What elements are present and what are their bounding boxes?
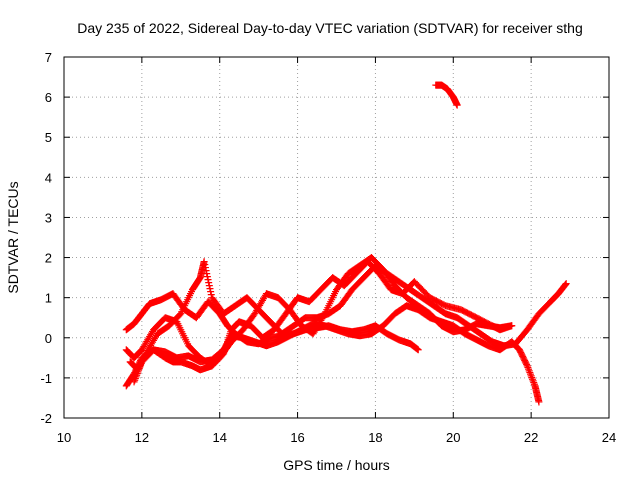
data-point [530,379,538,387]
data-point [133,371,141,379]
series-track-f [432,81,461,109]
data-point [201,264,209,272]
x-tick-label: 22 [524,430,538,445]
data-point [528,374,536,382]
data-point [135,366,143,374]
data-point [562,280,570,288]
y-tick-label: 1 [45,291,52,306]
data-point [134,368,142,376]
data-point [529,377,537,385]
data-point [523,361,531,369]
data-point [203,273,211,281]
data-point [135,365,143,373]
x-axis-label: GPS time / hours [283,457,390,473]
y-axis: -2 -1 0 1 2 3 4 5 6 7 [40,50,609,426]
x-tick-label: 16 [290,430,304,445]
y-tick-label: -2 [40,411,52,426]
x-tick-label: 14 [212,430,226,445]
data-point [525,365,533,373]
series-track-d [126,258,570,374]
plot-frame [63,56,610,419]
y-tick-label: 4 [45,170,52,185]
data-point [201,261,209,269]
x-axis: 10 12 14 16 18 20 22 24 [57,57,616,445]
data-point [523,362,531,370]
data-point [131,375,139,383]
data-point [205,282,213,290]
y-tick-label: 6 [45,90,52,105]
data-point [508,322,516,330]
y-tick-label: 5 [45,130,52,145]
data-point [562,280,570,288]
data-point [526,369,534,377]
data-point [207,288,215,296]
x-tick-label: 12 [135,430,149,445]
data-point [525,367,533,375]
data-point [205,279,213,287]
data-point [414,346,422,354]
data-point [561,281,569,289]
data-point [204,276,212,284]
x-tick-label: 20 [446,430,460,445]
y-tick-label: 7 [45,50,52,65]
data-point [526,370,534,378]
series-track-e [130,302,543,406]
data-points [122,81,570,406]
data-point [133,370,141,378]
chart-title: Day 235 of 2022, Sidereal Day-to-day VTE… [77,20,583,36]
x-tick-label: 10 [57,430,71,445]
data-point [207,291,215,299]
data-point [132,373,140,381]
data-point [524,364,532,372]
x-tick-label: 18 [368,430,382,445]
y-tick-label: -1 [40,371,52,386]
y-tick-label: 2 [45,251,52,266]
y-tick-label: 0 [45,331,52,346]
x-tick-label: 24 [602,430,616,445]
data-point [453,101,461,109]
data-point [206,285,214,293]
data-point [528,375,536,383]
data-point [130,378,138,386]
data-point [202,267,210,275]
data-point [530,380,538,388]
data-point [131,376,139,384]
data-point [136,363,144,371]
data-point [527,372,535,380]
data-point [137,361,145,369]
data-point [200,258,208,266]
y-tick-label: 3 [45,210,52,225]
data-point [203,270,211,278]
y-axis-label: SDTVAR / TECUs [5,181,21,293]
data-point [535,398,543,406]
